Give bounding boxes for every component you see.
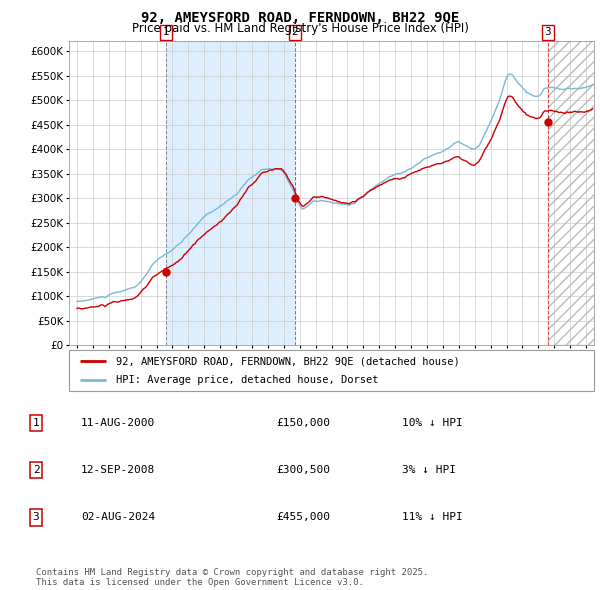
- Text: £455,000: £455,000: [276, 513, 330, 522]
- Text: 1: 1: [163, 27, 170, 37]
- Text: 12-SEP-2008: 12-SEP-2008: [81, 466, 155, 475]
- Text: 3% ↓ HPI: 3% ↓ HPI: [402, 466, 456, 475]
- Text: Price paid vs. HM Land Registry's House Price Index (HPI): Price paid vs. HM Land Registry's House …: [131, 22, 469, 35]
- Text: £150,000: £150,000: [276, 418, 330, 428]
- Text: 92, AMEYSFORD ROAD, FERNDOWN, BH22 9QE (detached house): 92, AMEYSFORD ROAD, FERNDOWN, BH22 9QE (…: [116, 356, 460, 366]
- Text: 1: 1: [32, 418, 40, 428]
- Text: 3: 3: [32, 513, 40, 522]
- Text: 11% ↓ HPI: 11% ↓ HPI: [402, 513, 463, 522]
- Text: 3: 3: [544, 27, 551, 37]
- Bar: [548, 41, 596, 345]
- Bar: [548, 41, 596, 345]
- Text: 2: 2: [32, 466, 40, 475]
- Text: £300,500: £300,500: [276, 466, 330, 475]
- Text: 10% ↓ HPI: 10% ↓ HPI: [402, 418, 463, 428]
- Text: 02-AUG-2024: 02-AUG-2024: [81, 513, 155, 522]
- Text: 92, AMEYSFORD ROAD, FERNDOWN, BH22 9QE: 92, AMEYSFORD ROAD, FERNDOWN, BH22 9QE: [141, 11, 459, 25]
- Text: 2: 2: [292, 27, 298, 37]
- Text: Contains HM Land Registry data © Crown copyright and database right 2025.
This d: Contains HM Land Registry data © Crown c…: [36, 568, 428, 587]
- Text: 11-AUG-2000: 11-AUG-2000: [81, 418, 155, 428]
- Text: HPI: Average price, detached house, Dorset: HPI: Average price, detached house, Dors…: [116, 375, 379, 385]
- FancyBboxPatch shape: [69, 350, 594, 391]
- Bar: [166, 41, 295, 345]
